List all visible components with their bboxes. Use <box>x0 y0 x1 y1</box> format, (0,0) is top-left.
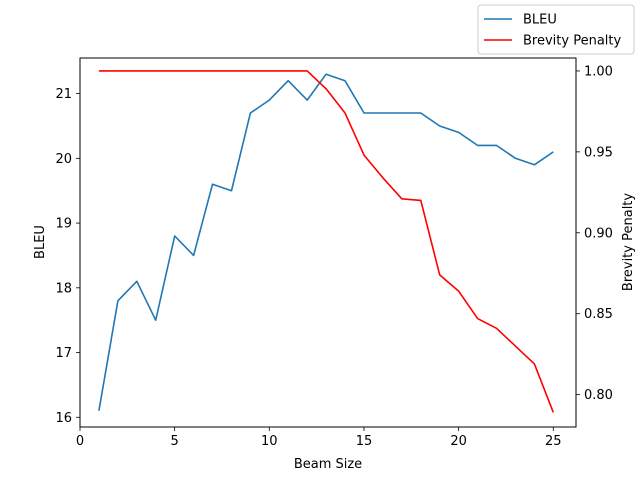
y-left-tick-label: 20 <box>55 152 72 167</box>
y-left-tick-label: 19 <box>55 217 72 232</box>
x-tick-label: 10 <box>261 434 278 449</box>
legend-label-bleu: BLEU <box>523 13 557 28</box>
y-left-tick-label: 18 <box>55 281 72 296</box>
x-tick-label: 0 <box>76 434 84 449</box>
x-tick-label: 25 <box>545 434 562 449</box>
y-axis-right-label: Brevity Penalty <box>621 193 636 291</box>
x-tick-label: 15 <box>356 434 373 449</box>
x-axis-label: Beam Size <box>294 457 362 472</box>
legend: BLEU Brevity Penalty <box>477 4 635 55</box>
x-tick-label: 20 <box>450 434 467 449</box>
x-tick-label: 5 <box>171 434 179 449</box>
legend-label-brevity-penalty: Brevity Penalty <box>523 34 621 49</box>
plot-lines <box>98 70 555 413</box>
y-right-tick-label: 1.00 <box>584 64 613 79</box>
y-axis-right: 0.80 0.85 0.90 0.95 1.00 <box>576 64 613 403</box>
y-right-tick-label: 0.80 <box>584 388 613 403</box>
legend-box <box>477 4 635 55</box>
y-left-tick-label: 17 <box>55 346 72 361</box>
y-right-tick-label: 0.95 <box>584 145 613 160</box>
y-axis-left-label: BLEU <box>33 225 48 259</box>
y-left-tick-label: 16 <box>55 411 72 426</box>
y-right-tick-label: 0.85 <box>584 307 613 322</box>
y-left-tick-label: 21 <box>55 87 72 102</box>
y-right-tick-label: 0.90 <box>584 226 613 241</box>
x-axis: 0 5 10 15 20 25 <box>76 427 562 449</box>
y-axis-left: 16 17 18 19 20 21 <box>55 87 80 426</box>
plot-frame <box>79 57 577 428</box>
